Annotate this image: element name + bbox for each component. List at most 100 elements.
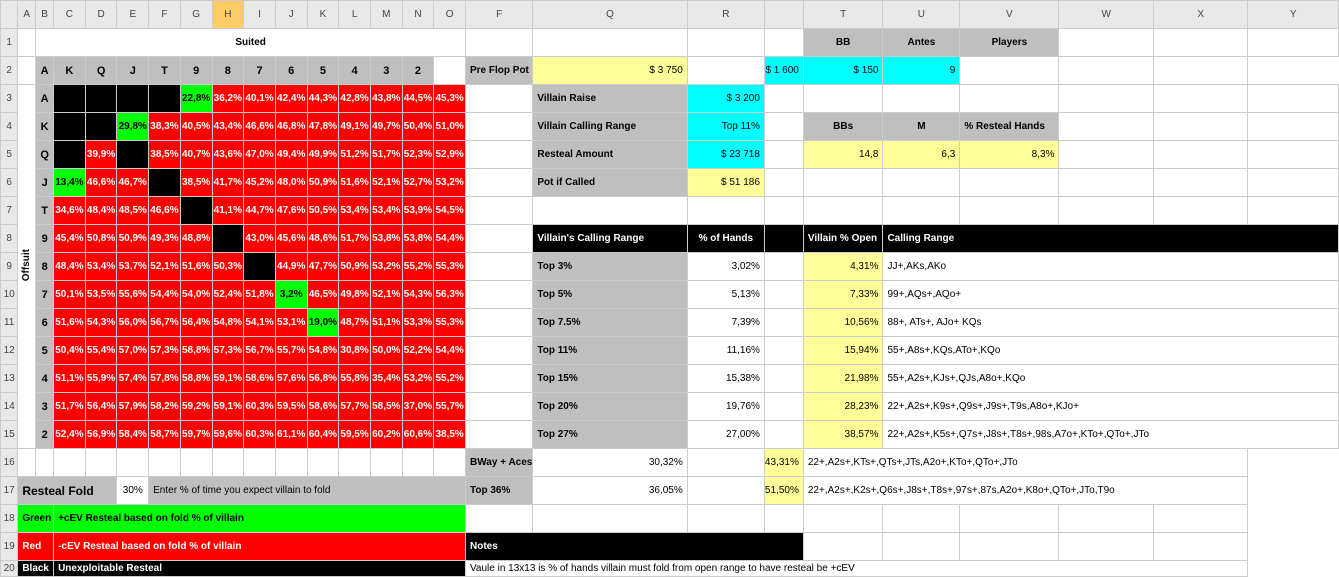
col-header[interactable]: W xyxy=(1059,1,1154,29)
grid-cell[interactable]: 52,9% xyxy=(434,141,466,169)
grid-cell[interactable] xyxy=(117,141,149,169)
grid-cell[interactable]: 48,6% xyxy=(307,225,339,253)
grid-cell[interactable] xyxy=(180,197,212,225)
grid-cell[interactable]: 51,6% xyxy=(339,169,371,197)
col-header[interactable]: V xyxy=(960,1,1059,29)
grid-cell[interactable]: 48,4% xyxy=(85,197,117,225)
grid-cell[interactable]: 56,0% xyxy=(117,309,149,337)
row-header[interactable]: 3 xyxy=(1,85,18,113)
row-header[interactable]: 19 xyxy=(1,533,18,561)
grid-cell[interactable]: 52,1% xyxy=(149,253,181,281)
col-header[interactable]: Q xyxy=(533,1,687,29)
grid-cell[interactable]: 44,3% xyxy=(307,85,339,113)
grid-cell[interactable]: 55,2% xyxy=(402,253,434,281)
col-header[interactable]: D xyxy=(85,1,117,29)
grid-cell[interactable]: 52,7% xyxy=(402,169,434,197)
row-header[interactable]: 11 xyxy=(1,309,18,337)
row-header[interactable]: 9 xyxy=(1,253,18,281)
grid-cell[interactable]: 47,6% xyxy=(275,197,307,225)
grid-cell[interactable]: 56,3% xyxy=(434,281,466,309)
col-header[interactable]: U xyxy=(883,1,960,29)
grid-cell[interactable]: 29,8% xyxy=(117,113,149,141)
grid-cell[interactable]: 60,3% xyxy=(244,393,276,421)
row-header[interactable]: 14 xyxy=(1,393,18,421)
grid-cell[interactable]: 55,3% xyxy=(434,309,466,337)
grid-cell[interactable]: 57,7% xyxy=(339,393,371,421)
extra-val[interactable]: 14,8 xyxy=(803,141,883,169)
grid-cell[interactable]: 53,9% xyxy=(402,197,434,225)
right-val[interactable]: $ 51 186 xyxy=(687,169,764,197)
row-header[interactable]: 12 xyxy=(1,337,18,365)
grid-cell[interactable]: 41,1% xyxy=(212,197,244,225)
grid-cell[interactable]: 13,4% xyxy=(54,169,86,197)
grid-cell[interactable]: 46,6% xyxy=(244,113,276,141)
grid-cell[interactable]: 45,6% xyxy=(275,225,307,253)
grid-cell[interactable]: 56,8% xyxy=(307,365,339,393)
grid-cell[interactable]: 47,7% xyxy=(307,253,339,281)
grid-cell[interactable]: 37,0% xyxy=(402,393,434,421)
players-val[interactable]: 9 xyxy=(883,57,960,85)
grid-cell[interactable]: 53,8% xyxy=(402,225,434,253)
grid-cell[interactable]: 42,4% xyxy=(275,85,307,113)
col-header[interactable]: G xyxy=(180,1,212,29)
col-header[interactable]: T xyxy=(803,1,883,29)
grid-cell[interactable]: 52,4% xyxy=(54,421,86,449)
grid-cell[interactable]: 59,1% xyxy=(212,393,244,421)
grid-cell[interactable] xyxy=(85,113,117,141)
grid-cell[interactable]: 53,4% xyxy=(339,197,371,225)
grid-cell[interactable]: 53,3% xyxy=(402,309,434,337)
grid-cell[interactable]: 58,8% xyxy=(180,337,212,365)
grid-cell[interactable]: 50,1% xyxy=(54,281,86,309)
grid-cell[interactable]: 40,5% xyxy=(180,113,212,141)
grid-cell[interactable]: 57,0% xyxy=(117,337,149,365)
grid-cell[interactable]: 39,9% xyxy=(85,141,117,169)
grid-cell[interactable]: 59,7% xyxy=(180,421,212,449)
grid-cell[interactable]: 51,0% xyxy=(434,113,466,141)
grid-cell[interactable]: 43,8% xyxy=(370,85,402,113)
grid-cell[interactable]: 48,0% xyxy=(275,169,307,197)
grid-cell[interactable]: 52,4% xyxy=(212,281,244,309)
grid-cell[interactable]: 57,3% xyxy=(149,337,181,365)
grid-cell[interactable]: 50,5% xyxy=(307,197,339,225)
grid-cell[interactable] xyxy=(54,113,86,141)
grid-cell[interactable]: 58,7% xyxy=(149,421,181,449)
col-header[interactable]: X xyxy=(1154,1,1248,29)
grid-cell[interactable]: 58,6% xyxy=(307,393,339,421)
grid-cell[interactable] xyxy=(85,85,117,113)
grid-cell[interactable]: 50,3% xyxy=(212,253,244,281)
grid-cell[interactable]: 46,8% xyxy=(275,113,307,141)
grid-cell[interactable]: 43,6% xyxy=(212,141,244,169)
grid-cell[interactable]: 54,1% xyxy=(244,309,276,337)
grid-cell[interactable]: 48,4% xyxy=(54,253,86,281)
col-header[interactable]: E xyxy=(117,1,149,29)
grid-cell[interactable]: 51,8% xyxy=(244,281,276,309)
grid-cell[interactable]: 51,7% xyxy=(339,225,371,253)
grid-cell[interactable]: 52,1% xyxy=(370,169,402,197)
grid-cell[interactable]: 49,9% xyxy=(307,141,339,169)
grid-cell[interactable] xyxy=(212,225,244,253)
grid-cell[interactable]: 44,7% xyxy=(244,197,276,225)
grid-cell[interactable]: 53,8% xyxy=(370,225,402,253)
row-header[interactable]: 4 xyxy=(1,113,18,141)
grid-cell[interactable]: 54,3% xyxy=(85,309,117,337)
grid-cell[interactable]: 54,8% xyxy=(307,337,339,365)
grid-cell[interactable]: 36,2% xyxy=(212,85,244,113)
row-header[interactable]: 1 xyxy=(1,29,18,57)
grid-cell[interactable]: 41,7% xyxy=(212,169,244,197)
grid-cell[interactable]: 45,2% xyxy=(244,169,276,197)
grid-cell[interactable]: 50,8% xyxy=(85,225,117,253)
col-header[interactable]: Y xyxy=(1248,1,1339,29)
grid-cell[interactable] xyxy=(149,169,181,197)
col-header[interactable]: N xyxy=(402,1,434,29)
grid-cell[interactable]: 53,5% xyxy=(85,281,117,309)
grid-cell[interactable]: 57,3% xyxy=(212,337,244,365)
grid-cell[interactable]: 44,5% xyxy=(402,85,434,113)
grid-cell[interactable]: 40,1% xyxy=(244,85,276,113)
grid-cell[interactable]: 58,4% xyxy=(117,421,149,449)
row-header[interactable]: 2 xyxy=(1,57,18,85)
grid-cell[interactable]: 55,8% xyxy=(339,365,371,393)
grid-cell[interactable]: 53,2% xyxy=(434,169,466,197)
grid-cell[interactable]: 55,6% xyxy=(117,281,149,309)
grid-cell[interactable]: 48,7% xyxy=(339,309,371,337)
grid-cell[interactable]: 58,8% xyxy=(180,365,212,393)
